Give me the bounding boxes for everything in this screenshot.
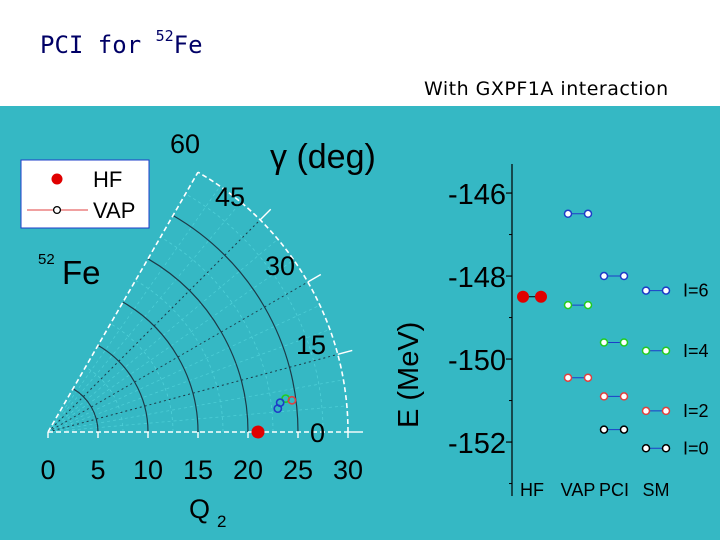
polar-gamma-tick <box>307 273 322 283</box>
polar-grid-ray <box>47 353 338 433</box>
legend-frame <box>20 159 150 229</box>
hf-level-dot <box>535 290 547 303</box>
polar-gamma-edge <box>47 171 199 433</box>
legend-box: HF VAP <box>20 159 150 229</box>
polar-grid-arc <box>72 388 99 433</box>
q2-tick-label: 15 <box>183 455 213 485</box>
energy-tick-label: -152 <box>448 428 506 460</box>
q2-tick-label: 20 <box>233 455 263 485</box>
level-marker <box>563 300 573 310</box>
level-marker <box>661 444 671 453</box>
level-marker <box>661 346 671 355</box>
polar-grid-ray <box>47 281 309 433</box>
polar-plot: 0 5 10 15 20 25 30 0 15 30 45 60 γ (deg) Q 2 52 Fe <box>38 129 376 531</box>
energy-tick-label: -150 <box>448 345 506 377</box>
energy-category-label: VAP <box>561 480 596 500</box>
polar-minor-arc <box>135 280 224 433</box>
q2-axis-label-subscript: 2 <box>217 512 226 531</box>
legend-vap-label: VAP <box>93 198 135 223</box>
level-marker <box>599 271 609 281</box>
level-marker <box>563 209 573 219</box>
level-marker <box>661 406 671 416</box>
polar-grid-arc <box>147 258 249 433</box>
gamma-tick-label: 60 <box>170 129 200 159</box>
figure-svg: 0 5 10 15 20 25 30 0 15 30 45 60 γ (deg) Q 2 52 Fe HF VAP… <box>20 129 709 531</box>
level-marker <box>641 286 651 295</box>
energy-tick-label: -148 <box>448 262 506 294</box>
polar-minor-arc <box>85 366 124 433</box>
energy-category-label: PCI <box>599 480 629 500</box>
level-marker <box>619 338 629 347</box>
level-marker <box>641 346 651 355</box>
hf-polar-point <box>251 425 265 439</box>
level-marker <box>599 425 609 434</box>
energy-tick-label: -146 <box>448 179 506 211</box>
level-marker <box>661 286 671 295</box>
gamma-axis-label: γ (deg) <box>270 138 376 176</box>
nucleus-mass-number: 52 <box>38 251 55 268</box>
level-marker <box>641 444 651 453</box>
energy-category-label: SM <box>643 480 670 500</box>
figure-panel: 0 5 10 15 20 25 30 0 15 30 45 60 γ (deg) Q 2 52 Fe HF VAP… <box>0 106 720 540</box>
polar-minor-arc <box>110 323 174 433</box>
gamma-tick-label: 30 <box>265 251 295 281</box>
level-marker <box>619 425 629 434</box>
q2-tick-label: 25 <box>283 455 313 485</box>
polar-grid-arc <box>172 214 299 433</box>
gamma-tick-label: 0 <box>310 418 325 448</box>
polar-gamma-tick <box>259 208 272 221</box>
level-label: I=0 <box>683 438 709 458</box>
slide-title: PCI for 52Fe <box>40 27 203 59</box>
slide-subtitle: With GXPF1A interaction <box>424 78 669 100</box>
level-marker <box>619 392 629 401</box>
polar-grid-arc <box>97 344 149 433</box>
polar-minor-arc <box>185 193 324 433</box>
q2-tick-label: 0 <box>40 455 55 485</box>
polar-grid-arc <box>197 171 349 433</box>
level-label: I=2 <box>683 401 709 421</box>
level-marker <box>563 373 573 382</box>
energy-axis-label: E (MeV) <box>393 322 425 428</box>
legend-hf-label: HF <box>93 167 122 192</box>
level-marker <box>599 338 609 347</box>
vap-polar-point <box>287 395 297 405</box>
energy-category-label: HF <box>520 480 544 500</box>
polar-minor-arc <box>160 236 274 433</box>
q2-tick-label: 30 <box>333 455 363 485</box>
level-marker <box>583 373 593 382</box>
level-marker <box>641 406 651 416</box>
level-marker <box>583 300 593 310</box>
hf-level-dot <box>517 290 529 303</box>
nucleus-symbol: Fe <box>62 254 101 291</box>
polar-grid-ray <box>47 219 261 433</box>
legend-vap-marker <box>52 205 62 215</box>
level-marker <box>583 209 593 219</box>
q2-tick-label: 5 <box>90 455 105 485</box>
level-marker <box>599 392 609 401</box>
energy-plot: -146 -148 -150 -152 E (MeV) HF VAP PCI SM I=6 I=4 I… <box>393 164 709 500</box>
vap-polar-point <box>273 404 283 414</box>
level-marker <box>619 271 629 281</box>
q2-tick-label: 10 <box>133 455 163 485</box>
legend-hf-marker <box>51 173 63 185</box>
gamma-tick-label: 15 <box>296 330 326 360</box>
level-label: I=4 <box>683 341 709 361</box>
q2-axis-label: Q <box>189 494 210 524</box>
polar-gamma-tick <box>337 349 353 356</box>
gamma-tick-label: 45 <box>215 182 245 212</box>
level-label: I=6 <box>683 281 709 301</box>
